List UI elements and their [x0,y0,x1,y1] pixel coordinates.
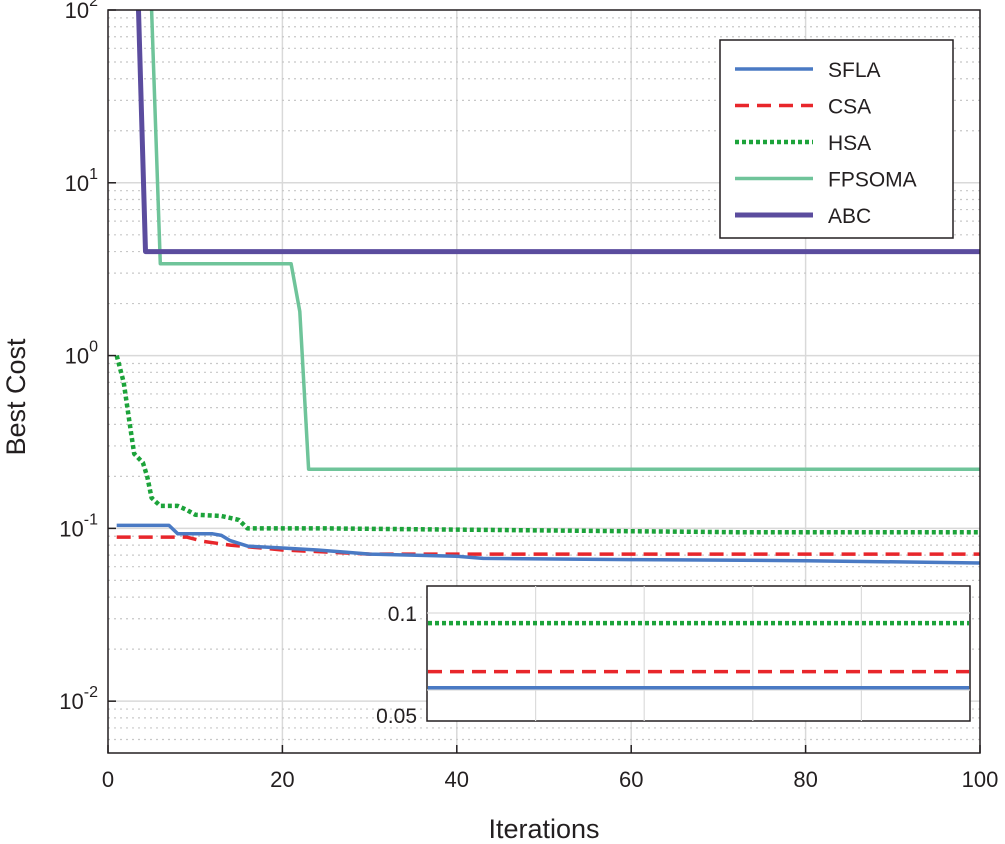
tick-labels: 0 20 40 60 80 100 10-2 10-1 100 101 102 [59,0,998,792]
y-tick-label: 101 [65,166,98,196]
y-axis-label: Best Cost [1,338,31,456]
y-tick-label: 100 [65,339,98,369]
x-axis-label: Iterations [488,814,599,844]
legend-label-fpsoma: FPSOMA [828,169,917,192]
inset-y-tick-label: 0.1 [388,603,417,626]
series-line-abc [136,10,980,255]
inset-frame [426,585,971,722]
series-line-hsa [114,355,980,535]
series-line-sfla [116,523,980,565]
x-tick-label: 20 [270,767,294,792]
x-tick-label: 40 [445,767,469,792]
inset-y-tick-label: 0.05 [376,705,417,728]
legend-label-hsa: HSA [828,132,871,155]
legend: SFLA CSA HSA FPSOMA ABC [719,39,954,239]
y-tick-label: 10-1 [59,511,98,541]
x-tick-label: 100 [962,767,999,792]
legend-box [719,39,954,239]
legend-label-csa: CSA [828,96,871,119]
axes [107,9,981,754]
x-tick-label: 80 [793,767,817,792]
inset-zoom-panel: 0.1 0.05 [376,585,971,728]
legend-label-sfla: SFLA [828,59,881,82]
series-line-fpsoma [149,10,980,471]
legend-label-abc: ABC [828,205,871,228]
x-tick-label: 0 [102,767,114,792]
y-tick-label: 10-2 [59,684,98,714]
y-tick-label: 102 [65,0,98,23]
series-lines [114,10,980,565]
x-tick-label: 60 [619,767,643,792]
plot-frame [107,9,981,754]
